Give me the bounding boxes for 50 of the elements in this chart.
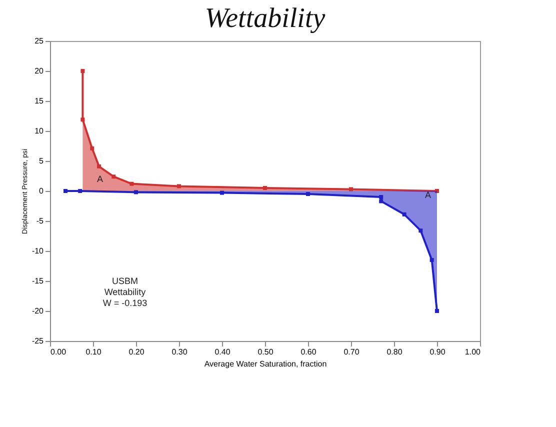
point [112, 174, 116, 179]
y-tick-label: 15 [34, 96, 44, 106]
point [435, 309, 439, 313]
point [220, 190, 224, 195]
y-tick-label: 20 [34, 66, 44, 76]
point [80, 118, 85, 122]
annotation: A [424, 190, 432, 200]
y-tick-label: 0 [39, 186, 44, 196]
y-tick-label: -25 [32, 336, 44, 346]
x-tick-label: 0.60 [300, 348, 317, 356]
y-tick-label: -15 [32, 276, 44, 286]
point [379, 195, 384, 199]
point [435, 189, 439, 193]
point [263, 186, 267, 190]
annotation: A [96, 174, 104, 184]
point [402, 212, 406, 216]
point [97, 164, 102, 168]
annotation: W = -0.193 [102, 298, 148, 308]
point [130, 182, 134, 186]
point [134, 190, 138, 194]
point [90, 146, 94, 150]
y-tick-label: 25 [34, 36, 44, 46]
y-tick-label: -10 [32, 246, 44, 256]
point [430, 258, 434, 262]
point [80, 69, 85, 73]
point [177, 184, 181, 188]
x-axis-title: Average Water Saturation, fraction [204, 360, 327, 368]
x-tick-label: 0.10 [86, 348, 102, 356]
point [349, 187, 353, 192]
point [63, 189, 68, 193]
x-tick-label: 0.30 [172, 348, 188, 356]
x-tick-label: 1.00 [464, 348, 482, 356]
point [418, 228, 423, 233]
point [78, 189, 82, 193]
y-tick-label: -5 [36, 216, 44, 226]
x-tick-label: 0.90 [430, 348, 446, 356]
annotation: USBM [112, 276, 138, 286]
x-tick-label: 0.70 [344, 348, 360, 356]
y-tick-label: -20 [32, 306, 44, 316]
x-tick-label: 0.00 [50, 348, 67, 356]
x-tick-label: 0.40 [214, 348, 231, 356]
annotation: Wettability [104, 287, 146, 297]
y-tick-label: 5 [39, 156, 44, 166]
x-tick-label: 0.20 [128, 348, 145, 356]
chart-title: Wettability [204, 3, 326, 34]
point [379, 199, 384, 204]
point [306, 192, 310, 196]
y-tick-label: 10 [34, 126, 44, 136]
x-tick-label: 0.80 [386, 348, 403, 356]
x-tick-label: 0.50 [258, 348, 274, 356]
